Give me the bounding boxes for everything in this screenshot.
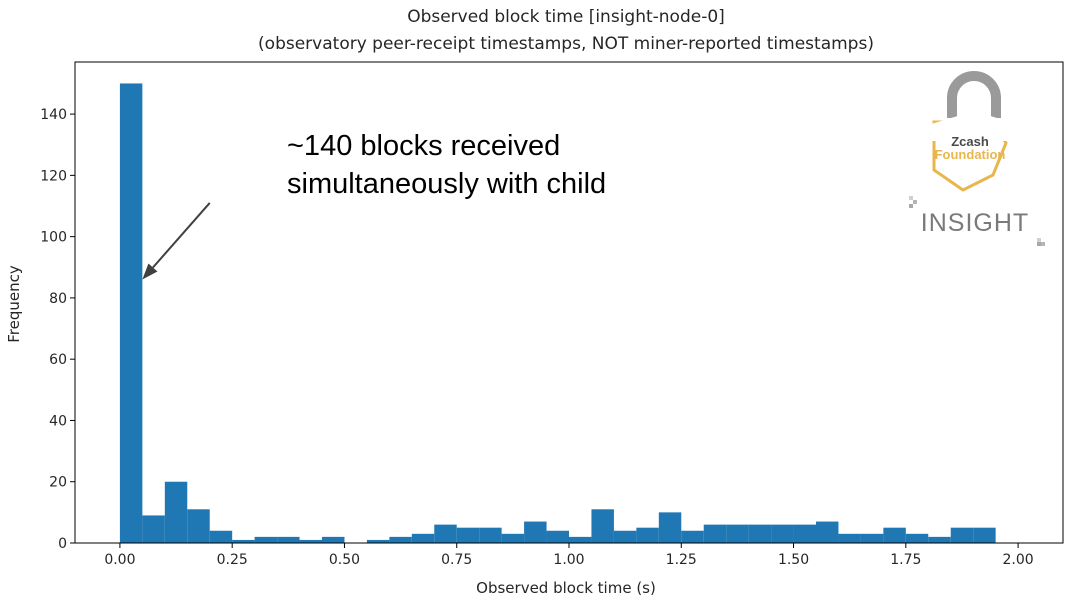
- histogram-bar: [569, 536, 592, 543]
- chart-subtitle: (observatory peer-receipt timestamps, NO…: [258, 34, 874, 54]
- histogram-bar: [703, 524, 727, 543]
- histogram-bar: [501, 533, 525, 543]
- x-tick-label: 0.50: [329, 552, 360, 568]
- y-tick-label: 100: [40, 230, 67, 246]
- histogram-bar: [524, 521, 547, 543]
- histogram-bar: [389, 536, 412, 543]
- pixel-decoration: [1041, 242, 1045, 246]
- pixel-decoration: [909, 196, 913, 200]
- x-tick-label: 0.00: [104, 552, 135, 568]
- y-tick-label: 120: [40, 168, 67, 184]
- histogram-bar: [771, 524, 794, 543]
- histogram-bar: [636, 527, 659, 543]
- histogram-bar: [613, 530, 637, 543]
- y-tick-label: 20: [49, 475, 67, 491]
- histogram-bar: [322, 536, 345, 543]
- histogram-bar: [838, 533, 861, 543]
- x-tick-label: 1.50: [778, 552, 809, 568]
- x-tick-label: 0.75: [441, 552, 472, 568]
- histogram-bar: [164, 481, 188, 543]
- x-axis-ticks: 0.00 0.25 0.50 0.75 1.00 1.25 1.50 1.75 2.00: [104, 543, 1034, 568]
- histogram-bar: [434, 524, 457, 543]
- x-tick-label: 2.00: [1003, 552, 1034, 568]
- y-tick-label: 80: [49, 291, 67, 307]
- y-axis-ticks: 0 20 40 60 80 100 120 140: [40, 107, 75, 552]
- histogram-bar: [456, 527, 480, 543]
- x-tick-label: 1.25: [666, 552, 697, 568]
- histogram-bar: [187, 509, 210, 543]
- annotation-line-2: simultaneously with child: [287, 168, 606, 200]
- annotation-arrow: [152, 202, 211, 269]
- annotation: ~140 blocks received simultaneously with…: [142, 130, 606, 280]
- histogram-bar: [254, 536, 278, 543]
- x-tick-label: 1.75: [890, 552, 921, 568]
- histogram-bar: [748, 524, 772, 543]
- histogram-bar: [973, 527, 996, 543]
- pixel-decoration: [913, 200, 917, 204]
- y-tick-label: 0: [58, 536, 67, 552]
- logo-line-2: Foundation: [935, 147, 1006, 162]
- logo-line-1: Zcash: [951, 134, 989, 149]
- logo-text-backdrop: [928, 111, 1020, 141]
- histogram-bar: [726, 524, 749, 543]
- x-tick-label: 1.00: [553, 552, 584, 568]
- histogram-bar: [366, 539, 390, 543]
- chart-title: Observed block time [insight-node-0]: [407, 7, 725, 27]
- padlock-shackle-icon: [947, 71, 1001, 118]
- zcash-insight-logo: Zcash Foundation INSIGHT: [909, 71, 1045, 246]
- y-tick-label: 60: [49, 352, 67, 368]
- histogram-bar: [860, 533, 884, 543]
- histogram-bar: [928, 536, 951, 543]
- histogram-bars: [119, 83, 996, 543]
- histogram-bar: [591, 509, 614, 543]
- histogram-bar: [883, 527, 906, 543]
- histogram-bar: [479, 527, 502, 543]
- histogram-bar: [232, 539, 255, 543]
- histogram-bar: [277, 536, 300, 543]
- pixel-decoration: [909, 204, 913, 208]
- pixel-decoration: [1037, 242, 1041, 246]
- logo-wordmark: INSIGHT: [921, 209, 1029, 237]
- plot-frame: [74, 61, 1064, 544]
- histogram-bar: [816, 521, 839, 543]
- annotation-line-1: ~140 blocks received: [287, 130, 560, 162]
- histogram-bar: [546, 530, 569, 543]
- histogram-bar: [658, 512, 682, 543]
- histogram-bar: [209, 530, 233, 543]
- histogram-bar: [793, 524, 816, 543]
- histogram-bar: [681, 530, 704, 543]
- histogram-bar: [299, 539, 322, 543]
- histogram-bar: [950, 527, 974, 543]
- y-axis-label: Frequency: [5, 265, 23, 343]
- histogram-bar: [411, 533, 435, 543]
- pixel-decoration: [1037, 238, 1041, 242]
- histogram-bar: [142, 515, 165, 543]
- x-axis-label: Observed block time (s): [476, 579, 656, 597]
- annotation-arrowhead: [142, 263, 158, 280]
- y-tick-label: 40: [49, 413, 67, 429]
- x-tick-label: 0.25: [217, 552, 248, 568]
- histogram-bar: [119, 83, 143, 543]
- y-tick-label: 140: [40, 107, 67, 123]
- histogram-bar: [905, 533, 929, 543]
